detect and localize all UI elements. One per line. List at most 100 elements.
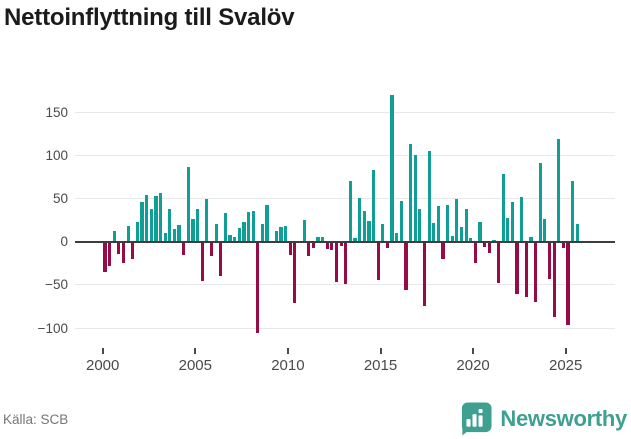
x-axis-label: 2005 <box>178 357 212 374</box>
bar-2009-q2 <box>274 231 278 242</box>
x-axis-label: 2025 <box>549 357 583 374</box>
bar-2014-q4 <box>376 241 380 280</box>
bar-2001-q4 <box>135 221 139 242</box>
bar-2020-q1 <box>473 241 477 264</box>
bar-2002-q4 <box>154 195 158 242</box>
newsworthy-logo-text: Newsworthy <box>500 405 627 431</box>
bar-2005-q4 <box>209 241 214 257</box>
x-axis-tick <box>194 348 197 354</box>
bar-2019-q3 <box>464 208 468 242</box>
bar-2017-q4 <box>432 222 436 242</box>
bar-2024-q2 <box>552 241 556 317</box>
bar-2020-q4 <box>487 241 491 253</box>
bar-2021-q2 <box>496 241 501 284</box>
bar-2000-q1 <box>103 241 107 272</box>
y-axis-label: −50 <box>45 277 68 293</box>
bar-2003-q1 <box>158 193 163 242</box>
bar-2007-q3 <box>242 221 246 242</box>
bar-2012-q2 <box>330 241 334 251</box>
y-axis-label: 100 <box>45 147 68 163</box>
bar-2023-q3 <box>538 163 542 242</box>
bar-2013-q2 <box>348 181 352 242</box>
bar-2004-q1 <box>177 225 181 242</box>
bar-2013-q1 <box>344 241 348 285</box>
bar-2020-q3 <box>483 241 487 247</box>
bar-2011-q4 <box>321 236 325 242</box>
bar-2006-q4 <box>228 234 232 242</box>
bar-2022-q2 <box>515 241 519 295</box>
bar-2011-q1 <box>307 241 311 256</box>
bar-2001-q3 <box>131 241 135 259</box>
bar-2014-q1 <box>362 211 366 242</box>
bar-2017-q2 <box>422 241 427 307</box>
source-label: Källa: SCB <box>3 412 69 427</box>
bar-2013-q4 <box>358 197 362 242</box>
bar-2008-q4 <box>265 204 269 242</box>
bar-2010-q4 <box>302 220 306 242</box>
gridline <box>75 198 615 199</box>
bar-2009-q3 <box>279 227 283 242</box>
x-axis-label: 2020 <box>456 357 490 374</box>
bar-2007-q4 <box>246 212 251 242</box>
bar-2022-q3 <box>520 196 524 242</box>
bar-2000-q4 <box>117 241 121 254</box>
bar-2008-q1 <box>251 210 255 242</box>
bar-2000-q3 <box>112 231 116 242</box>
bar-2025-q3 <box>575 223 579 242</box>
bar-2015-q3 <box>390 94 394 242</box>
bar-2015-q4 <box>395 233 399 242</box>
x-axis-tick <box>379 348 382 354</box>
bar-2017-q3 <box>427 150 431 242</box>
bar-2016-q4 <box>413 155 417 242</box>
gridline <box>75 327 615 329</box>
bar-2015-q1 <box>381 224 385 242</box>
bar-2023-q1 <box>529 237 533 242</box>
bar-2020-q2 <box>478 221 482 242</box>
bar-2006-q2 <box>219 241 223 277</box>
bar-2011-q2 <box>311 241 315 248</box>
bar-2017-q1 <box>418 208 422 242</box>
bar-2007-q2 <box>237 227 241 242</box>
bar-2010-q2 <box>293 241 297 304</box>
y-axis-label: 0 <box>60 234 68 250</box>
bar-2006-q3 <box>223 213 227 242</box>
bar-2003-q2 <box>163 233 167 242</box>
bar-2006-q1 <box>214 224 218 242</box>
zero-axis-line <box>75 240 615 243</box>
newsworthy-logo[interactable]: Newsworthy <box>458 400 627 437</box>
bar-2002-q2 <box>145 195 149 242</box>
bar-2001-q2 <box>126 226 130 242</box>
bar-2023-q4 <box>543 219 547 242</box>
bar-2014-q2 <box>367 220 371 242</box>
gridline <box>75 284 615 286</box>
bar-2001-q1 <box>121 241 126 264</box>
x-axis-tick <box>472 348 475 354</box>
bar-2005-q3 <box>205 199 209 242</box>
y-axis-label: 50 <box>52 191 68 206</box>
bar-2002-q3 <box>149 208 153 242</box>
y-axis-label: −100 <box>37 320 68 336</box>
bar-2024-q3 <box>557 138 561 242</box>
bar-2018-q2 <box>441 241 445 259</box>
bar-2008-q2 <box>256 241 260 334</box>
bar-2003-q3 <box>168 208 172 242</box>
bar-2012-q3 <box>334 241 339 283</box>
bar-2019-q4 <box>469 238 473 242</box>
bar-2003-q4 <box>172 228 177 242</box>
bar-2024-q1 <box>547 241 552 279</box>
bar-2009-q4 <box>283 226 288 242</box>
bar-2022-q4 <box>524 241 528 297</box>
bar-2008-q3 <box>260 224 265 242</box>
chart-title: Nettoinflyttning till Svalöv <box>4 4 295 31</box>
gridline <box>75 154 615 156</box>
x-axis-tick <box>564 348 567 354</box>
bar-2021-q3 <box>501 174 505 242</box>
bar-2023-q2 <box>534 241 538 303</box>
bar-2000-q2 <box>108 241 112 266</box>
bar-2016-q1 <box>399 201 403 242</box>
bar-2005-q2 <box>200 241 204 282</box>
gridline <box>75 111 615 113</box>
bar-2002-q1 <box>140 201 144 242</box>
bar-2005-q1 <box>196 208 200 242</box>
